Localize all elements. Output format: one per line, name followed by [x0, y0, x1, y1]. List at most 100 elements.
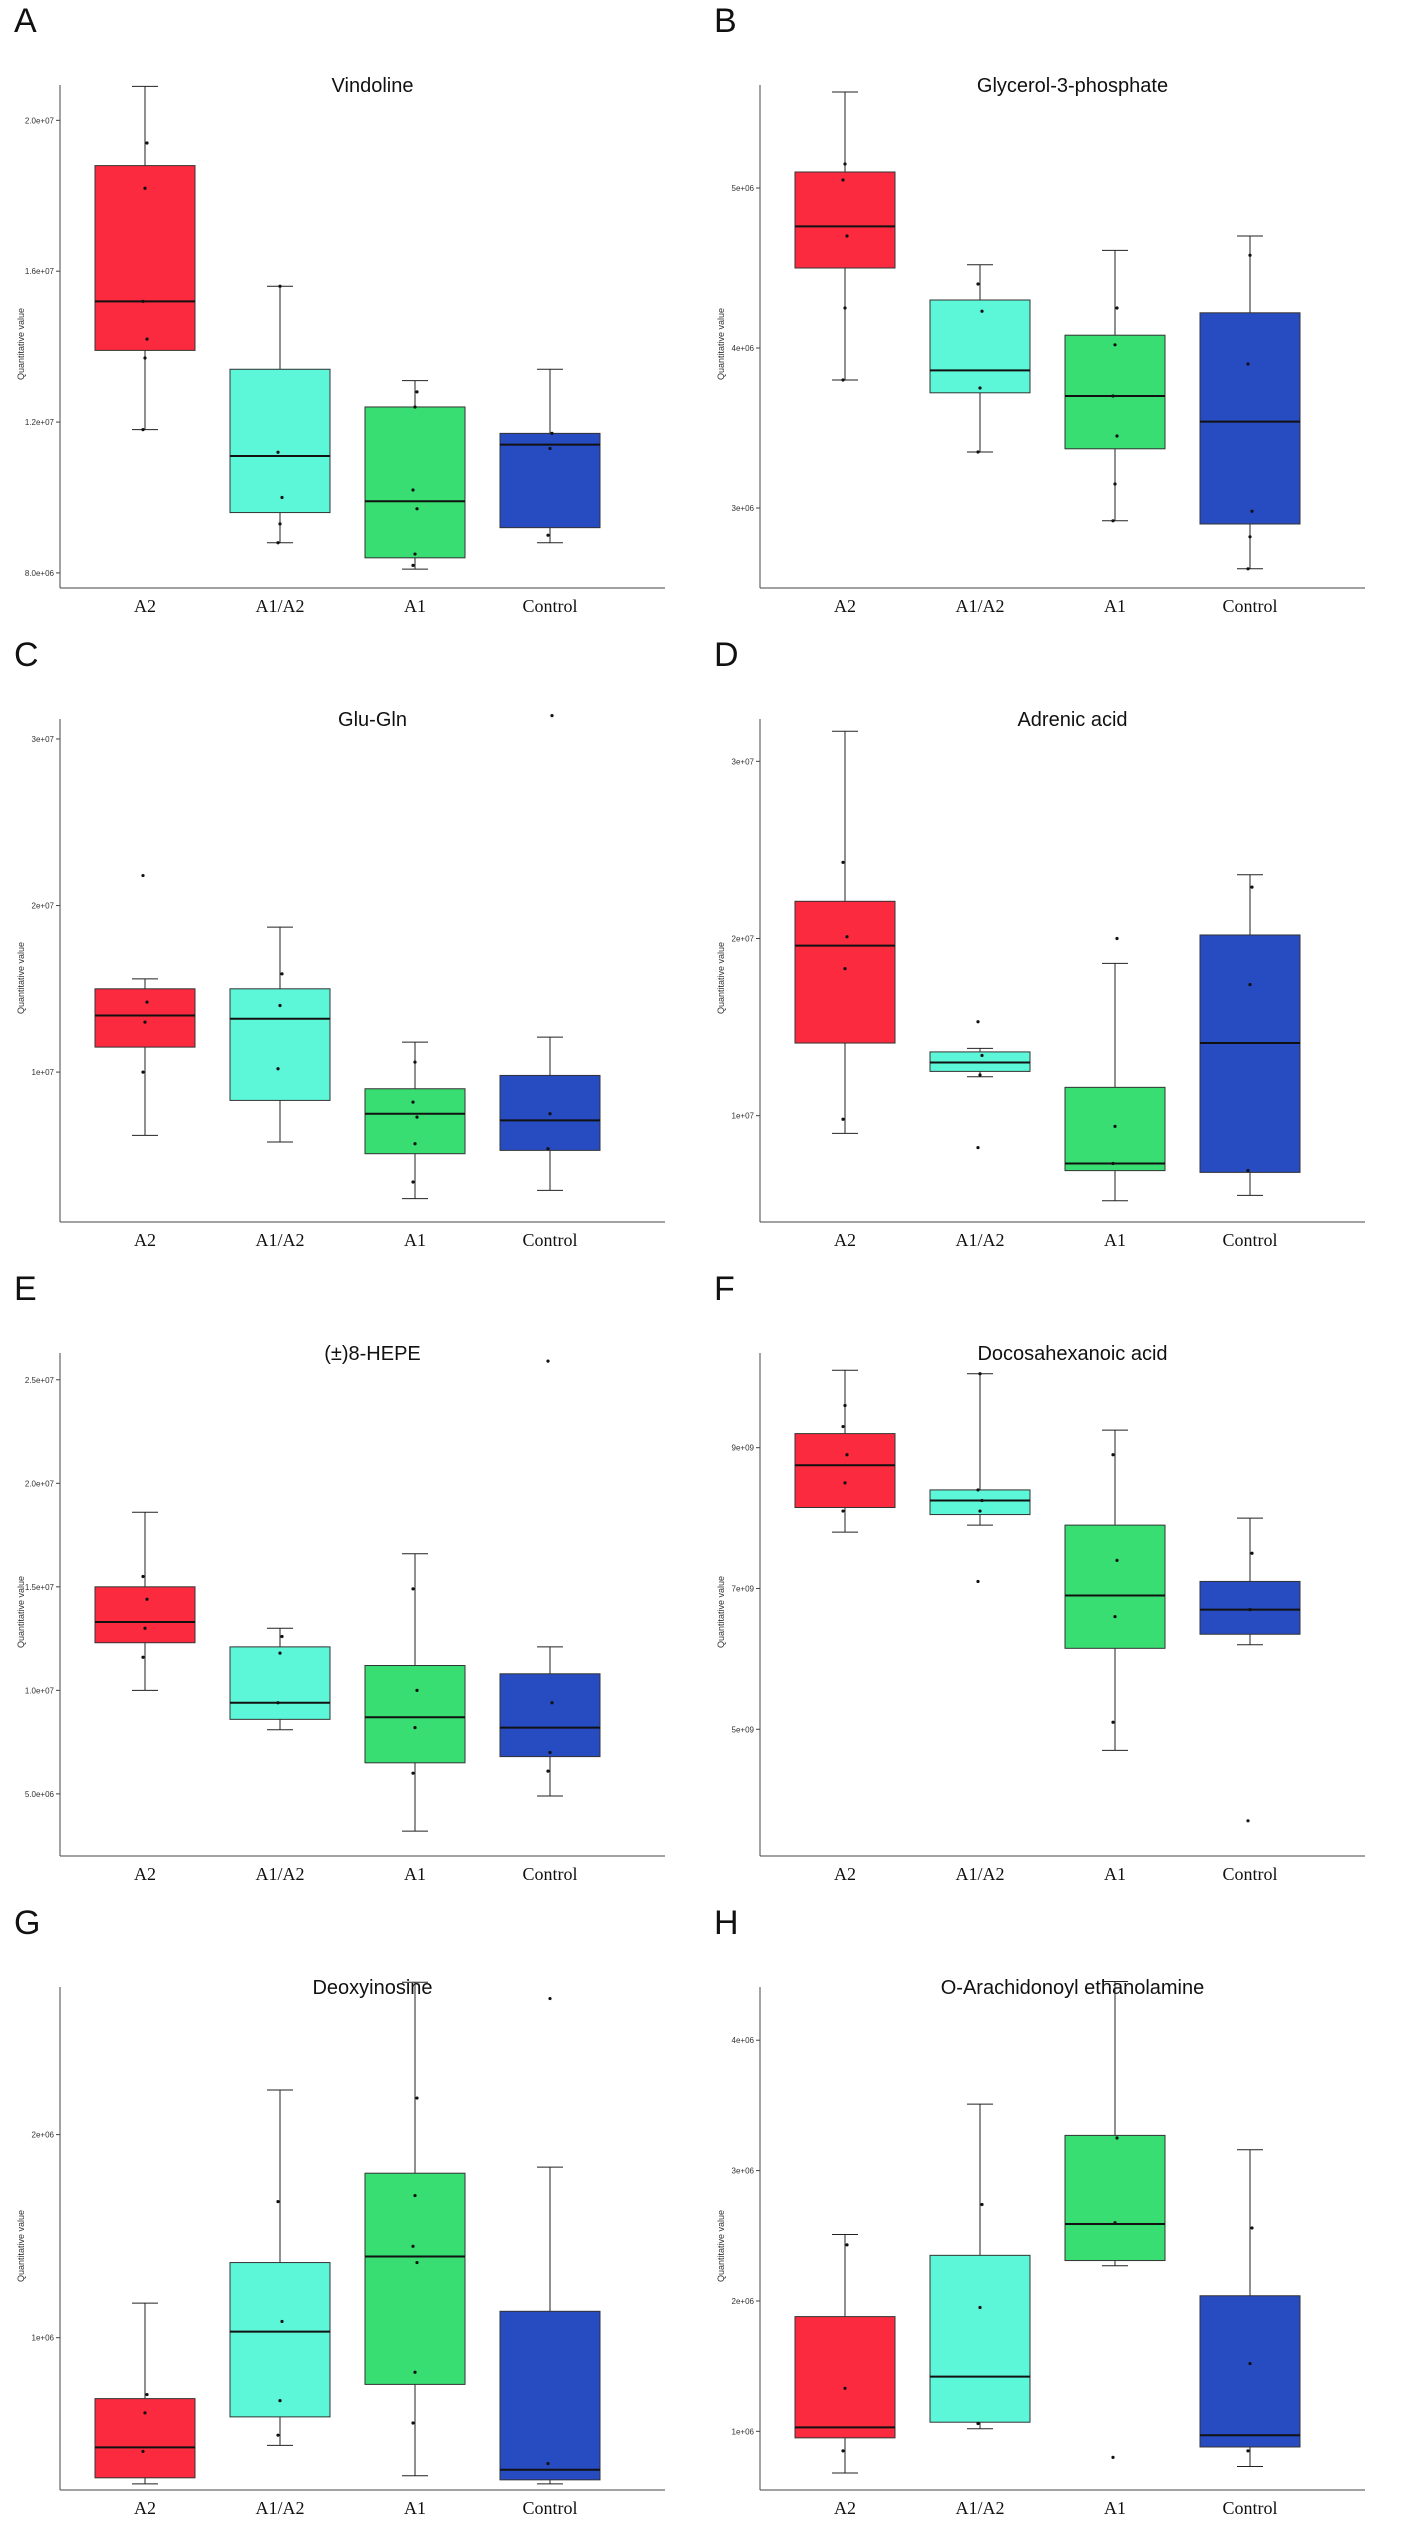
data-point-control: [550, 1701, 554, 1705]
y-tick-label: 3e+07: [732, 757, 755, 766]
data-point-a2: [143, 186, 147, 190]
x-tick-label-a2: A2: [834, 1230, 856, 1250]
data-point-a1: [1115, 306, 1119, 310]
data-point-a1-a2: [976, 1145, 980, 1150]
box-a1-a2: [929, 299, 1031, 394]
x-tick-label-a2: A2: [134, 2498, 156, 2518]
box-a2: [94, 988, 196, 1048]
panel-c: C Glu-Gln Quantitative value 1e+07 2e+07 3e+0…: [0, 634, 700, 1268]
data-point-a2: [143, 1020, 147, 1024]
data-point-control: [548, 446, 552, 451]
data-point-a2: [145, 1000, 149, 1004]
box-control: [1199, 312, 1301, 525]
chart-title: Glu-Gln: [338, 709, 407, 731]
data-point-a1-a2: [280, 1634, 284, 1639]
data-point-control: [1248, 253, 1252, 257]
y-tick-label: 1.5e+07: [25, 1583, 55, 1592]
data-point-a1: [415, 1688, 419, 1692]
data-point-a1-a2: [276, 450, 280, 454]
x-tick-label-control: Control: [522, 2498, 577, 2518]
data-point-a2: [143, 356, 147, 360]
x-tick-label-a1-a2: A1/A2: [956, 1864, 1005, 1884]
data-point-a1: [415, 2096, 419, 2100]
y-tick-label: 5e+06: [732, 184, 755, 193]
x-tick-label-a1-a2: A1/A2: [256, 1864, 305, 1884]
y-axis-label: Quantitative value: [16, 308, 26, 380]
y-axis-label: Quantitative value: [16, 942, 26, 1014]
x-tick-label-a2: A2: [134, 1230, 156, 1250]
data-point-a2: [841, 1509, 845, 1513]
chart-title: Adrenic acid: [1017, 709, 1127, 731]
panel-letter: B: [714, 2, 737, 40]
box-control: [1199, 1580, 1301, 1635]
box-a1-a2: [229, 1646, 331, 1720]
panel-letter: E: [14, 1270, 37, 1308]
data-point-a2: [841, 1117, 845, 1121]
data-point-control: [550, 431, 554, 435]
y-tick-label: 1e+07: [732, 1112, 755, 1121]
data-point-a1: [413, 2193, 417, 2198]
box-a2: [794, 171, 896, 269]
data-point-a1: [415, 1115, 419, 1119]
panel-b: B Glycerol-3-phosphate Quantitative value 3…: [700, 0, 1400, 634]
data-point-control: [1250, 2226, 1254, 2230]
data-point-a2: [843, 306, 847, 310]
panel-letter: H: [714, 1904, 739, 1942]
panel-a: A Vindoline Quantitative value 8.0e+06 1.2e+…: [0, 0, 700, 634]
data-point-a1-a2: [976, 1020, 980, 1024]
data-point-a1: [413, 1726, 417, 1730]
data-point-a1-a2: [278, 2399, 282, 2403]
data-point-control: [548, 1112, 552, 1116]
y-axis-label: Quantitative value: [716, 2210, 726, 2282]
data-point-a1: [415, 2260, 419, 2265]
box-a1: [1064, 334, 1166, 450]
box-a1-a2: [229, 368, 331, 514]
data-point-control: [546, 2462, 550, 2466]
box-control: [499, 2310, 601, 2481]
x-tick-label-a1-a2: A1/A2: [256, 2498, 305, 2518]
data-point-a2: [141, 1655, 145, 1659]
chart-adrenic-acid: D Adrenic acid Quantitative value 1e+07 2e+0…: [714, 636, 1365, 1250]
y-tick-label: 2.5e+07: [25, 1376, 55, 1385]
data-point-a1-a2: [980, 2202, 984, 2207]
box-a2: [794, 900, 896, 1044]
box-a1: [1064, 1086, 1166, 1172]
data-point-a1-a2: [980, 1498, 984, 1503]
data-point-control: [1250, 885, 1254, 889]
data-point-a2: [141, 428, 145, 432]
x-tick-label-control: Control: [1222, 2498, 1277, 2518]
x-tick-label-control: Control: [522, 596, 577, 616]
data-point-a2: [141, 299, 145, 303]
data-point-a1: [1115, 2136, 1119, 2140]
x-tick-label-a1-a2: A1/A2: [956, 2498, 1005, 2518]
data-point-control: [1246, 1169, 1250, 1173]
x-tick-label-a1: A1: [1104, 1864, 1126, 1884]
data-point-control: [1248, 2361, 1252, 2366]
box-a2: [94, 2398, 196, 2479]
data-point-control: [546, 1359, 550, 1363]
box-a1: [1064, 2134, 1166, 2262]
x-tick-label-a1: A1: [404, 2498, 426, 2518]
y-tick-label: 1e+06: [732, 2427, 755, 2436]
data-point-a1-a2: [976, 1579, 980, 1584]
chart-glu-gln: C Glu-Gln Quantitative value 1e+07 2e+07 3e+0…: [14, 636, 665, 1250]
y-axis-label: Quantitative value: [716, 942, 726, 1014]
data-point-a1: [415, 390, 419, 394]
data-point-a2: [141, 873, 145, 878]
panel-letter: G: [14, 1904, 40, 1942]
x-tick-label-control: Control: [1222, 596, 1277, 616]
data-point-control: [1246, 362, 1250, 366]
box-a1-a2: [929, 2254, 1031, 2423]
y-tick-label: 2e+07: [732, 935, 755, 944]
box-a2: [794, 2316, 896, 2439]
panel-letter: A: [14, 2, 37, 40]
y-tick-label: 5.0e+06: [25, 1790, 55, 1799]
chart-glycerol-3-phosphate: B Glycerol-3-phosphate Quantitative value 3…: [714, 2, 1365, 616]
x-tick-label-control: Control: [1222, 1230, 1277, 1250]
x-tick-label-a1-a2: A1/A2: [956, 1230, 1005, 1250]
x-tick-label-a1: A1: [404, 596, 426, 616]
y-tick-label: 2e+07: [32, 902, 55, 911]
y-tick-label: 2.0e+07: [25, 116, 55, 125]
data-point-a1: [1115, 434, 1119, 438]
data-point-a1-a2: [276, 1701, 280, 1705]
